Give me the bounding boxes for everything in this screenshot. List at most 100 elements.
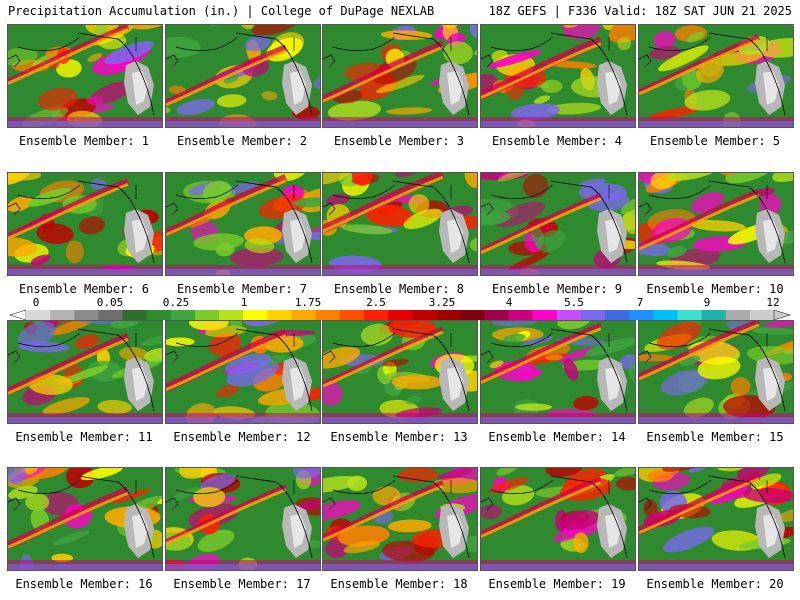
colorbar-swatch: [219, 310, 244, 320]
colorbar-swatch: [98, 310, 124, 320]
ensemble-member-label: Ensemble Member: 6: [18, 282, 150, 296]
colorbar-swatch: [122, 310, 148, 320]
colorbar-swatch: [170, 310, 196, 320]
precipitation-map: [639, 173, 793, 275]
colorbar-swatch: [412, 310, 437, 320]
colorbar-tick-label: 9: [703, 296, 711, 309]
colorbar-tick-label: 2.5: [366, 296, 386, 309]
colorbar-tick-label: 0.05: [96, 296, 124, 309]
map-title: Precipitation Accumulation (in.) | Colle…: [8, 4, 435, 18]
colorbar-swatch: [484, 310, 510, 320]
ensemble-member-label: Ensemble Member: 15: [646, 430, 784, 444]
precipitation-map: [481, 25, 635, 127]
ensemble-member-map: [480, 467, 636, 571]
colorbar-tick-label: 1.75: [294, 296, 322, 309]
precipitation-map: [639, 321, 793, 423]
colorbar-swatch: [363, 310, 389, 320]
colorbar-swatch: [74, 310, 99, 320]
colorbar-swatch: [26, 310, 51, 320]
ensemble-member-label: Ensemble Member: 12: [173, 430, 311, 444]
colorbar-tick-label: 0.25: [162, 296, 190, 309]
ensemble-member-label: Ensemble Member: 1: [18, 134, 150, 148]
colorbar-swatch: [436, 310, 461, 320]
ensemble-member-label: Ensemble Member: 16: [15, 577, 153, 591]
colorbar-swatch: [460, 310, 485, 320]
ensemble-member-label: Ensemble Member: 17: [173, 577, 311, 591]
colorbar-swatch: [605, 310, 630, 320]
precipitation-map: [8, 321, 162, 423]
colorbar-swatch: [653, 310, 678, 320]
colorbar-tick-label: 1: [240, 296, 248, 309]
precipitation-map: [8, 25, 162, 127]
ensemble-member-label: Ensemble Member: 5: [649, 134, 781, 148]
ensemble-member-map: [7, 24, 163, 128]
ensemble-member-label: Ensemble Member: 11: [15, 430, 153, 444]
colorbar-arrow: [10, 309, 27, 321]
colorbar-swatch: [677, 310, 703, 320]
colorbar-swatch: [629, 310, 654, 320]
colorbar-swatch: [749, 310, 775, 320]
ensemble-member-map: [480, 320, 636, 424]
precipitation-map: [166, 173, 320, 275]
ensemble-member-label: Ensemble Member: 13: [330, 430, 468, 444]
colorbar-swatch: [508, 310, 534, 320]
ensemble-member-label: Ensemble Member: 19: [488, 577, 626, 591]
precipitation-map: [481, 173, 635, 275]
precipitation-map: [639, 468, 793, 570]
ensemble-member-map: [638, 467, 794, 571]
ensemble-member-label: Ensemble Member: 4: [491, 134, 623, 148]
colorbar-swatch: [194, 310, 220, 320]
ensemble-member-map: [165, 172, 321, 276]
ensemble-member-map: [638, 172, 794, 276]
ensemble-member-map: [638, 24, 794, 128]
colorbar-swatch: [243, 310, 268, 320]
precipitation-map: [323, 25, 477, 127]
ensemble-member-map: [165, 320, 321, 424]
ensemble-member-map: [165, 467, 321, 571]
colorbar-swatch: [701, 310, 727, 320]
ensemble-member-label: Ensemble Member: 14: [488, 430, 626, 444]
precipitation-map: [166, 468, 320, 570]
ensemble-member-label: Ensemble Member: 2: [176, 134, 308, 148]
colorbar-tick-label: 4: [505, 296, 513, 309]
colorbar-swatch: [291, 310, 317, 320]
colorbar-swatch: [580, 310, 606, 320]
ensemble-member-label: Ensemble Member: 20: [646, 577, 784, 591]
precipitation-map: [481, 468, 635, 570]
model-run-info: 18Z GEFS | F336 Valid: 18Z SAT JUN 21 20…: [488, 4, 792, 18]
ensemble-member-label: Ensemble Member: 18: [330, 577, 468, 591]
colorbar-tick-label: 5.5: [564, 296, 584, 309]
colorbar-swatch: [146, 310, 172, 320]
ensemble-member-map: [165, 24, 321, 128]
ensemble-member-map: [7, 172, 163, 276]
precipitation-map: [323, 321, 477, 423]
colorbar-tick-label: 3.25: [428, 296, 456, 309]
ensemble-member-map: [638, 320, 794, 424]
ensemble-member-map: [322, 320, 478, 424]
ensemble-member-map: [322, 467, 478, 571]
ensemble-member-map: [7, 467, 163, 571]
colorbar-swatch: [387, 310, 413, 320]
ensemble-member-map: [322, 24, 478, 128]
precipitation-map: [166, 321, 320, 423]
ensemble-member-map: [322, 172, 478, 276]
colorbar-swatch: [532, 310, 558, 320]
colorbar-tick-label: 0: [32, 296, 40, 309]
colorbar-swatch: [725, 310, 751, 320]
colorbar-swatch: [556, 310, 582, 320]
colorbar-tick-label: 12: [766, 296, 780, 309]
precipitation-map: [8, 173, 162, 275]
colorbar-swatch: [339, 310, 365, 320]
colorbar-swatch: [267, 310, 292, 320]
ensemble-member-label: Ensemble Member: 3: [333, 134, 465, 148]
precipitation-map: [8, 468, 162, 570]
colorbar-swatch: [50, 310, 75, 320]
precipitation-map: [323, 468, 477, 570]
precipitation-map: [323, 173, 477, 275]
ensemble-member-label: Ensemble Member: 10: [646, 282, 784, 296]
colorbar-arrow: [773, 309, 790, 321]
colorbar-swatch: [315, 310, 341, 320]
colorbar-tick-label: 7: [636, 296, 644, 309]
ensemble-member-map: [480, 172, 636, 276]
ensemble-member-label: Ensemble Member: 8: [333, 282, 465, 296]
